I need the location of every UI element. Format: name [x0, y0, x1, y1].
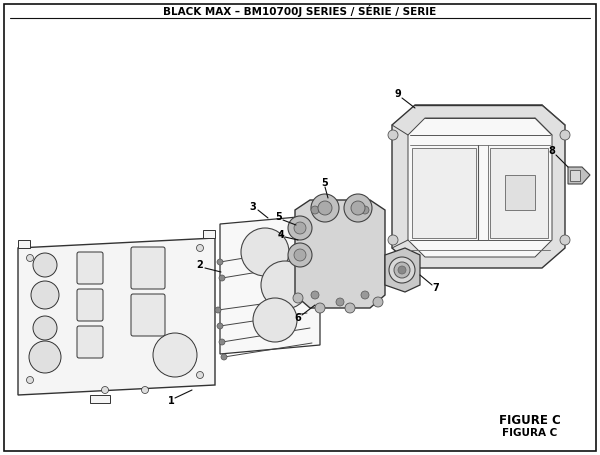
- Circle shape: [315, 303, 325, 313]
- Circle shape: [290, 243, 310, 263]
- Text: 6: 6: [295, 313, 301, 323]
- Circle shape: [215, 307, 221, 313]
- Text: 3: 3: [250, 202, 256, 212]
- Ellipse shape: [389, 257, 415, 283]
- Polygon shape: [18, 238, 215, 395]
- Polygon shape: [385, 248, 420, 292]
- Circle shape: [26, 254, 34, 262]
- Circle shape: [361, 291, 369, 299]
- Circle shape: [388, 130, 398, 140]
- Ellipse shape: [394, 262, 410, 278]
- FancyBboxPatch shape: [77, 252, 103, 284]
- FancyBboxPatch shape: [131, 247, 165, 289]
- Circle shape: [219, 339, 225, 345]
- FancyBboxPatch shape: [4, 4, 596, 451]
- Circle shape: [101, 386, 109, 394]
- Circle shape: [294, 249, 306, 261]
- Text: 1: 1: [167, 396, 175, 406]
- Circle shape: [241, 228, 289, 276]
- Polygon shape: [412, 148, 476, 238]
- Circle shape: [26, 376, 34, 384]
- Circle shape: [217, 259, 223, 265]
- Circle shape: [311, 206, 319, 214]
- Circle shape: [560, 235, 570, 245]
- Circle shape: [288, 216, 312, 240]
- Circle shape: [197, 371, 203, 379]
- Circle shape: [351, 201, 365, 215]
- Circle shape: [219, 275, 225, 281]
- Circle shape: [560, 130, 570, 140]
- Circle shape: [288, 243, 312, 267]
- Circle shape: [217, 323, 223, 329]
- Circle shape: [253, 298, 297, 342]
- Circle shape: [311, 194, 339, 222]
- FancyBboxPatch shape: [77, 289, 103, 321]
- Circle shape: [373, 297, 383, 307]
- Polygon shape: [408, 118, 552, 257]
- Polygon shape: [18, 240, 30, 248]
- Circle shape: [294, 222, 306, 234]
- Polygon shape: [203, 230, 215, 238]
- Text: 5: 5: [322, 178, 328, 188]
- Circle shape: [336, 298, 344, 306]
- FancyBboxPatch shape: [131, 294, 165, 336]
- Polygon shape: [490, 148, 548, 238]
- Polygon shape: [570, 170, 580, 181]
- Polygon shape: [505, 175, 535, 210]
- Circle shape: [293, 293, 303, 303]
- Text: FIGURE C: FIGURE C: [499, 414, 561, 426]
- Text: 8: 8: [548, 146, 556, 156]
- Polygon shape: [295, 200, 385, 308]
- Text: FIGURA C: FIGURA C: [502, 428, 557, 438]
- Text: 9: 9: [395, 89, 401, 99]
- Text: 5: 5: [275, 212, 283, 222]
- Text: BLACK MAX – BM10700J SERIES / SÉRIE / SERIE: BLACK MAX – BM10700J SERIES / SÉRIE / SE…: [163, 5, 437, 17]
- Circle shape: [261, 261, 309, 309]
- Circle shape: [33, 316, 57, 340]
- Ellipse shape: [398, 266, 406, 274]
- Polygon shape: [220, 215, 320, 354]
- Circle shape: [221, 354, 227, 360]
- Polygon shape: [90, 395, 110, 403]
- Circle shape: [31, 281, 59, 309]
- Circle shape: [361, 206, 369, 214]
- Circle shape: [311, 291, 319, 299]
- Polygon shape: [392, 105, 565, 268]
- Polygon shape: [568, 167, 590, 184]
- Circle shape: [142, 386, 149, 394]
- Text: 7: 7: [433, 283, 439, 293]
- FancyBboxPatch shape: [77, 326, 103, 358]
- Circle shape: [33, 253, 57, 277]
- Circle shape: [345, 303, 355, 313]
- Circle shape: [197, 244, 203, 252]
- Circle shape: [344, 194, 372, 222]
- Circle shape: [318, 201, 332, 215]
- Text: 4: 4: [278, 230, 284, 240]
- Text: 2: 2: [197, 260, 203, 270]
- Circle shape: [153, 333, 197, 377]
- Circle shape: [29, 341, 61, 373]
- Circle shape: [388, 235, 398, 245]
